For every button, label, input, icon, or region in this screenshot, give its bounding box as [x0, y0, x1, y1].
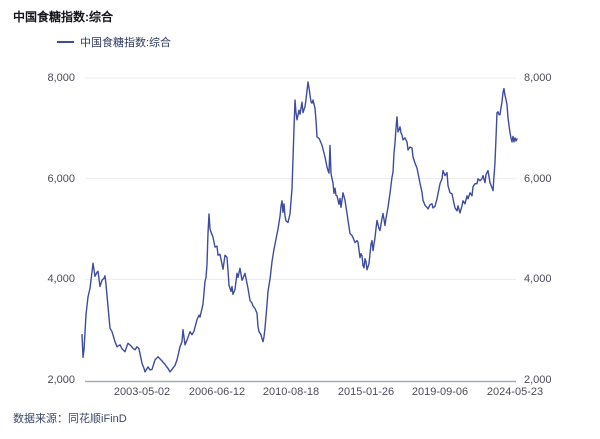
y-tick-label-right: 6,000	[524, 172, 552, 185]
y-tick-label-left: 2,000	[47, 374, 75, 386]
x-tick-label: 2019-09-06	[411, 386, 469, 398]
x-tick-label: 2003-05-02	[113, 386, 171, 398]
page-title: 中国食糖指数:综合	[13, 10, 113, 24]
series-line	[81, 81, 518, 373]
y-tick-label-left: 8,000	[47, 72, 75, 84]
data-source: 数据来源：同花顺iFinD	[13, 413, 127, 425]
x-tick-label: 2010-08-18	[262, 386, 320, 398]
legend-item[interactable]: 中国食糖指数:综合	[57, 34, 171, 50]
y-tick-label-left: 6,000	[47, 172, 75, 185]
x-tick-label: 2006-06-12	[188, 386, 246, 398]
legend-label: 中国食糖指数:综合	[80, 37, 172, 49]
legend-line-swatch-icon	[57, 41, 74, 43]
x-tick-label: 2015-01-26	[337, 386, 395, 398]
x-tick-label: 2024-05-23	[486, 386, 544, 398]
y-tick-label-left: 4,000	[47, 273, 75, 286]
y-tick-label-right: 4,000	[524, 273, 552, 286]
y-tick-label-right: 8,000	[524, 72, 552, 84]
y-tick-label-right: 2,000	[524, 374, 552, 386]
